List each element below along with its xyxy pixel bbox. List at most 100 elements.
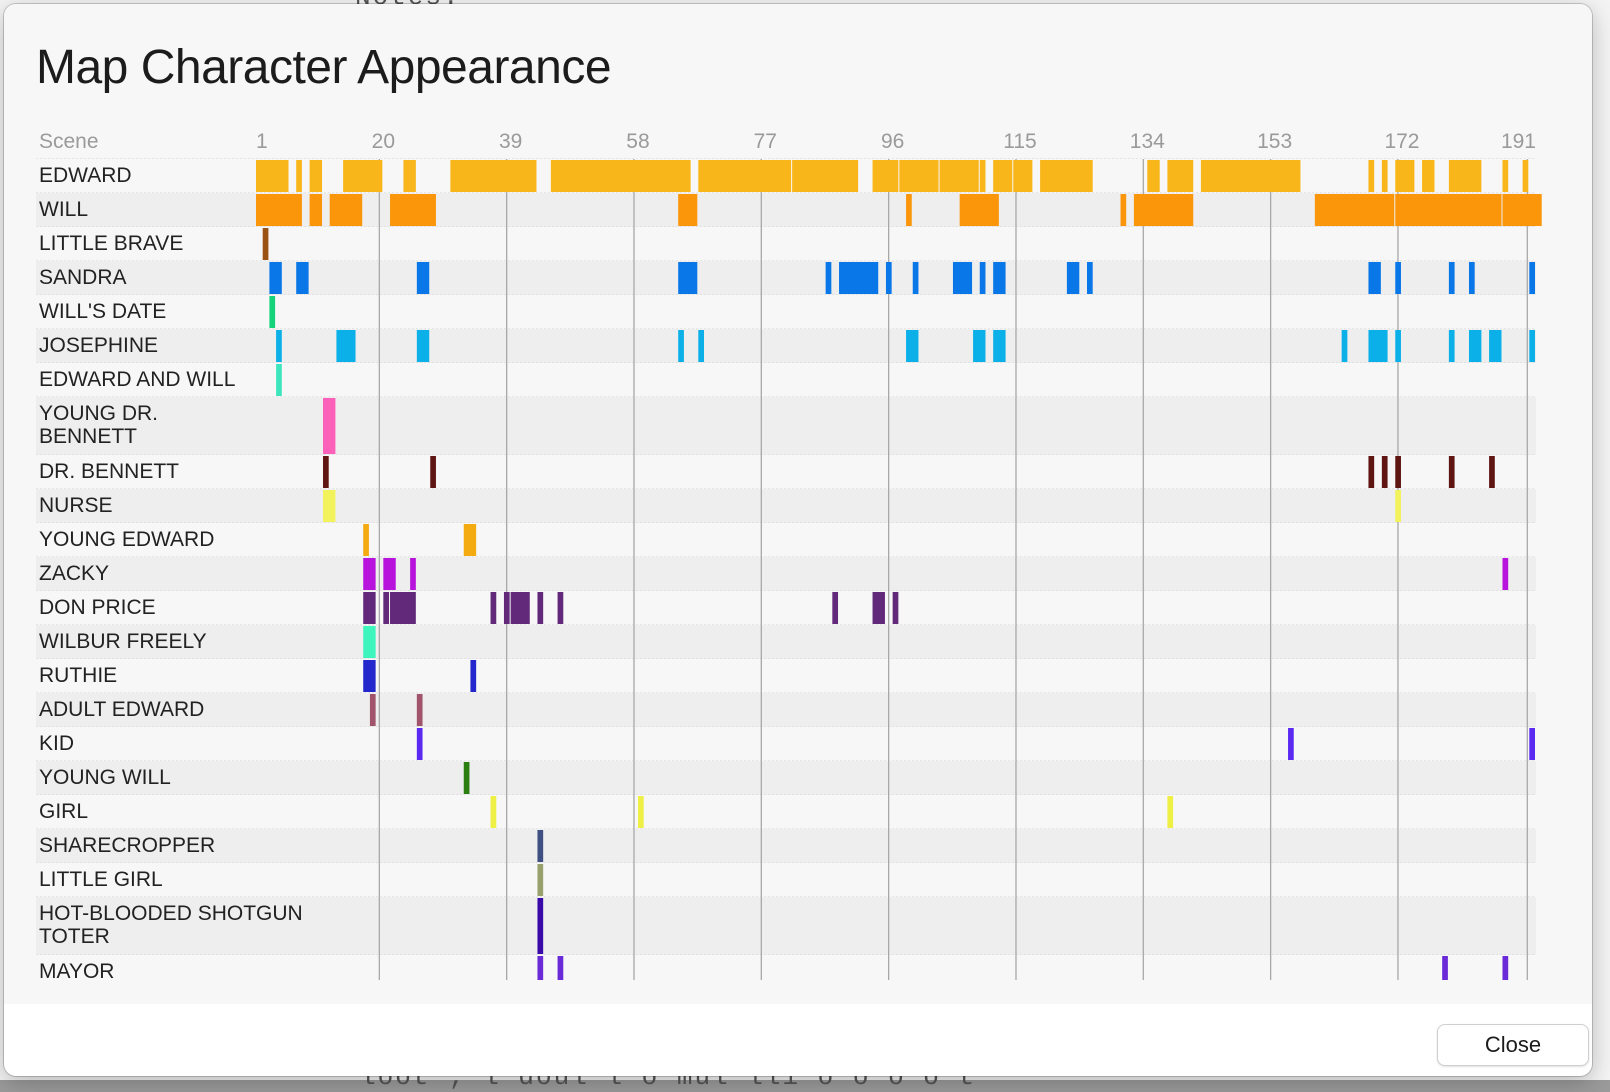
character-label: DR. BENNETT bbox=[39, 460, 179, 483]
x-axis-label: Scene bbox=[39, 130, 99, 153]
appearance-mark bbox=[1395, 330, 1401, 362]
appearance-mark bbox=[899, 160, 939, 192]
appearance-mark bbox=[1529, 262, 1535, 294]
character-label: WILBUR FREELY bbox=[39, 630, 207, 653]
appearance-mark bbox=[906, 194, 912, 226]
appearance-mark bbox=[906, 330, 919, 362]
row-background bbox=[36, 659, 1536, 693]
x-tick-label: 20 bbox=[372, 130, 395, 153]
x-tick-label: 153 bbox=[1257, 130, 1292, 153]
appearance-mark bbox=[336, 330, 356, 362]
appearance-mark bbox=[1133, 194, 1194, 226]
appearance-mark bbox=[416, 694, 423, 726]
character-label: DON PRICE bbox=[39, 596, 156, 619]
appearance-mark bbox=[1200, 160, 1301, 192]
character-label: ZACKY bbox=[39, 562, 109, 585]
appearance-mark bbox=[256, 160, 289, 192]
appearance-mark bbox=[537, 898, 544, 954]
character-label: ADULT EDWARD bbox=[39, 698, 204, 721]
character-label: WILL bbox=[39, 198, 88, 221]
appearance-mark bbox=[1040, 160, 1093, 192]
appearance-mark bbox=[450, 160, 537, 192]
character-label: EDWARD bbox=[39, 164, 132, 187]
appearance-mark bbox=[463, 524, 477, 556]
appearance-mark bbox=[329, 194, 363, 226]
x-tick-label: 1 bbox=[256, 130, 268, 153]
appearance-mark bbox=[537, 956, 544, 980]
appearance-mark bbox=[1448, 262, 1455, 294]
appearance-mark bbox=[637, 796, 644, 828]
x-tick-label: 172 bbox=[1384, 130, 1419, 153]
appearance-mark bbox=[1066, 262, 1080, 294]
row-background bbox=[36, 261, 1536, 295]
character-label: YOUNG DR. BENNETT bbox=[39, 402, 158, 448]
appearance-mark bbox=[557, 592, 564, 624]
appearance-mark bbox=[309, 194, 323, 226]
row-background bbox=[36, 227, 1536, 261]
appearance-mark bbox=[952, 262, 973, 294]
row-background bbox=[36, 557, 1536, 591]
x-tick-label: 77 bbox=[754, 130, 777, 153]
appearance-mark bbox=[363, 558, 376, 590]
appearance-mark bbox=[390, 194, 436, 226]
dialog-title: Map Character Appearance bbox=[36, 41, 612, 94]
appearance-mark bbox=[403, 160, 416, 192]
appearance-mark bbox=[323, 398, 336, 454]
appearance-mark bbox=[1448, 160, 1482, 192]
appearance-mark bbox=[463, 762, 470, 794]
row-background bbox=[36, 693, 1536, 727]
character-label: LITTLE BRAVE bbox=[39, 232, 183, 255]
appearance-mark bbox=[363, 592, 376, 624]
appearance-mark bbox=[323, 490, 336, 522]
row-background bbox=[36, 727, 1536, 761]
appearance-mark bbox=[885, 262, 892, 294]
appearance-mark bbox=[550, 160, 691, 192]
appearance-mark bbox=[470, 660, 477, 692]
character-label: WILL'S DATE bbox=[39, 300, 166, 323]
appearance-mark bbox=[698, 330, 705, 362]
x-tick-label: 58 bbox=[626, 130, 649, 153]
appearance-mark bbox=[1395, 262, 1401, 294]
appearance-mark bbox=[993, 160, 1013, 192]
appearance-mark bbox=[1120, 194, 1127, 226]
x-tick-label: 134 bbox=[1130, 130, 1165, 153]
character-label: GIRL bbox=[39, 800, 88, 823]
character-label: YOUNG WILL bbox=[39, 766, 171, 789]
appearance-mark bbox=[430, 456, 436, 488]
appearance-mark bbox=[369, 694, 376, 726]
appearance-mark bbox=[1422, 160, 1435, 192]
appearance-mark bbox=[537, 864, 544, 896]
appearance-mark bbox=[1489, 330, 1502, 362]
appearance-mark bbox=[892, 592, 899, 624]
appearance-mark bbox=[383, 592, 390, 624]
close-button[interactable]: Close bbox=[1437, 1024, 1589, 1066]
row-background bbox=[36, 455, 1536, 489]
appearance-mark bbox=[296, 160, 302, 192]
x-tick-label: 96 bbox=[881, 130, 904, 153]
character-label: KID bbox=[39, 732, 74, 755]
appearance-mark bbox=[276, 364, 282, 396]
appearance-mark bbox=[262, 228, 269, 260]
appearance-mark bbox=[872, 160, 899, 192]
appearance-mark bbox=[1468, 262, 1475, 294]
character-label: RUTHIE bbox=[39, 664, 117, 687]
appearance-mark bbox=[1448, 456, 1455, 488]
appearance-mark bbox=[1288, 728, 1294, 760]
appearance-mark bbox=[1489, 456, 1495, 488]
appearance-mark bbox=[363, 626, 376, 658]
appearance-mark bbox=[383, 558, 396, 590]
appearance-mark bbox=[678, 262, 698, 294]
x-tick-label: 39 bbox=[499, 130, 522, 153]
appearance-mark bbox=[490, 796, 497, 828]
character-appearance-chart: Scene 1 20 39 58 77 96 115 134 153 172 191 EDWARD WIL… bbox=[36, 130, 1542, 980]
appearance-mark bbox=[1381, 456, 1388, 488]
appearance-mark bbox=[510, 592, 530, 624]
row-background bbox=[36, 397, 1536, 455]
chart-panel: Scene 1 20 39 58 77 96 115 134 153 172 191 EDWARD WIL… bbox=[4, 4, 1592, 1004]
appearance-mark bbox=[416, 262, 430, 294]
character-label: JOSEPHINE bbox=[39, 334, 158, 357]
appearance-mark bbox=[256, 194, 302, 226]
appearance-mark bbox=[416, 728, 423, 760]
appearance-mark bbox=[973, 330, 986, 362]
row-background bbox=[36, 329, 1536, 363]
